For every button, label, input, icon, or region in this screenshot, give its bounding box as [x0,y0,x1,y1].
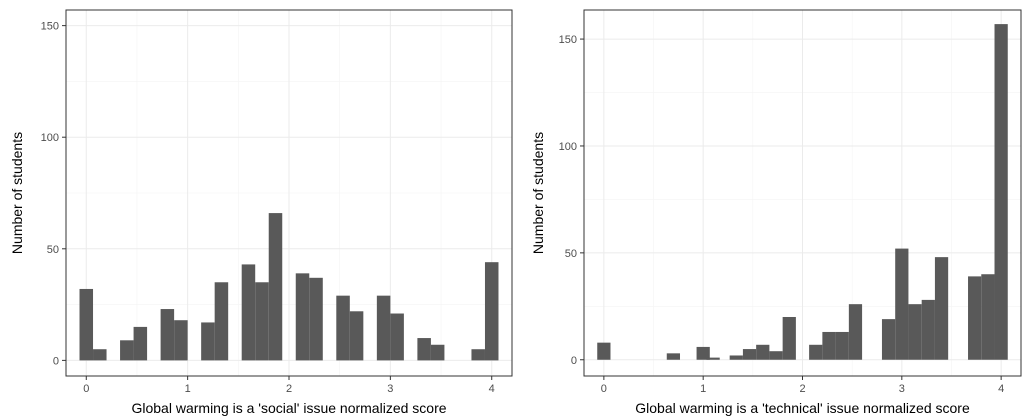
histogram-bar [390,313,404,361]
histogram-bar [696,346,710,360]
histogram-bar [120,340,134,361]
histogram-bar [848,304,863,360]
chart-panel-technical: 0 1 2 3 4 0 50 100 150 Global warming is a 'techn… [530,9,1022,416]
y-tick-label: 0 [571,355,577,367]
histogram-bar [241,264,256,361]
histogram-bar [881,319,896,360]
y-axis-title: Number of students [9,132,25,254]
x-tick-label: 0 [601,383,607,395]
histogram-bar [309,277,323,361]
x-tick-label: 3 [387,383,393,395]
histogram-bar [666,353,681,360]
y-tick-label: 50 [47,244,59,256]
histogram-bar [430,344,445,361]
histogram-bar [809,344,823,360]
histogram-bar [742,349,757,360]
histogram-bar [255,282,269,361]
histogram-bar [729,355,743,360]
histogram-bar [417,338,431,361]
histogram-bar [214,282,229,361]
histogram-bar [769,351,783,360]
histogram-bar [934,257,949,360]
histogram-bar [782,316,796,360]
y-tick-label: 0 [53,355,59,367]
x-tick-label: 1 [700,383,706,395]
histogram-bar [160,309,175,361]
y-tick-label: 150 [559,34,577,46]
y-tick-label: 150 [41,21,59,33]
y-axis-title: Number of students [530,132,546,254]
x-tick-label: 0 [83,383,89,395]
histogram-bar [981,274,995,360]
histogram-bar [706,357,720,360]
histogram-bar [349,311,364,361]
histogram-bar [376,295,391,361]
y-tick-label: 100 [41,132,59,144]
histogram-bar [79,288,94,361]
histogram-bar [133,326,148,361]
y-tick-label: 100 [559,141,577,153]
histogram-bar [968,276,982,360]
histogram-bar [471,349,485,361]
histogram-bar [756,344,770,360]
histogram-bar [201,322,215,361]
histogram-bar [174,320,188,361]
x-tick-label: 4 [489,383,495,395]
histogram-bar [268,213,283,361]
x-tick-label: 2 [286,383,292,395]
x-axis-title: Global warming is a 'technical' issue no… [635,400,970,416]
histogram-bar [295,273,310,361]
histogram-bar [895,248,909,360]
histogram-bar [597,342,611,360]
histogram-bar [908,304,922,360]
x-tick-label: 1 [185,383,191,395]
x-tick-label: 3 [899,383,905,395]
x-axis-title: Global warming is a 'social' issue norma… [131,400,446,416]
histogram-bar [921,299,935,360]
histogram-bar [484,262,499,361]
histogram-bar [336,295,350,361]
histogram-bar [994,24,1008,360]
chart-panel-social: 0 1 2 3 4 0 50 100 150 Global warming is a 'socia… [9,9,513,416]
y-tick-label: 50 [565,248,577,260]
histogram-bar [93,349,107,361]
x-tick-label: 2 [799,383,805,395]
histogram-bar [822,331,836,360]
x-tick-label: 4 [998,383,1004,395]
histogram-bar [835,331,849,360]
